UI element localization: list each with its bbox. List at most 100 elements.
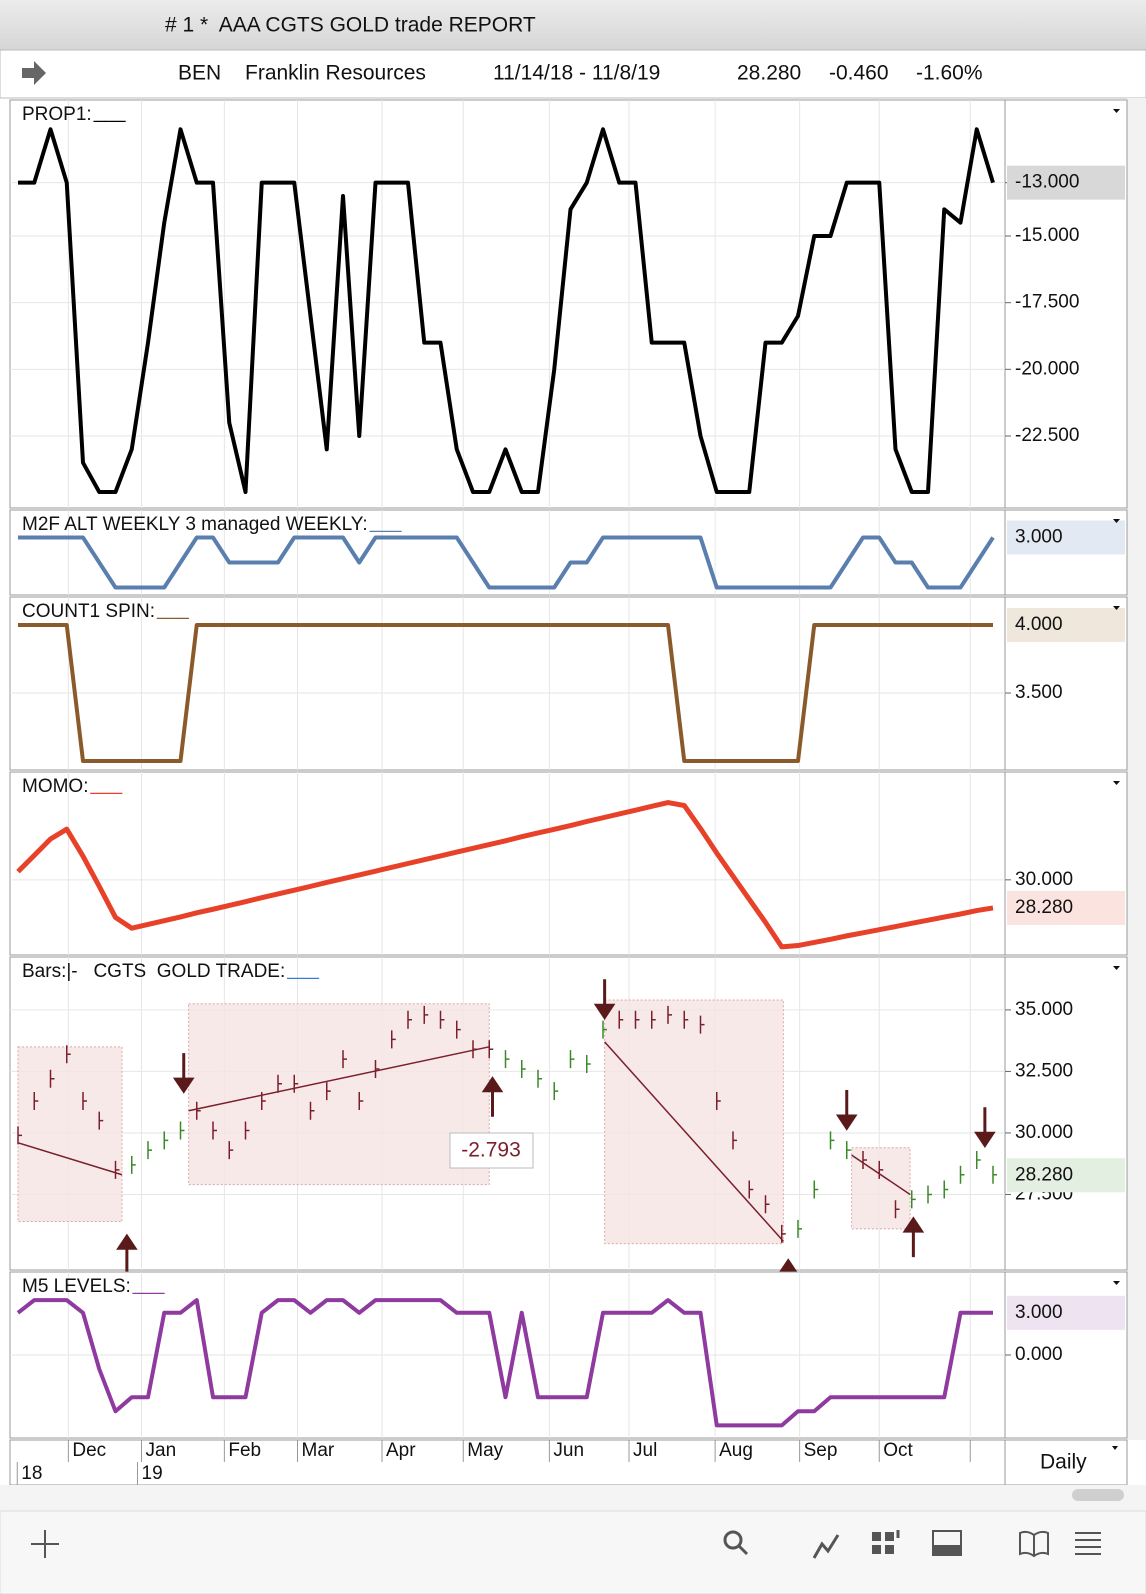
price-bar [667,1005,672,1024]
price-bar [748,1180,754,1199]
price-bar [634,1010,640,1029]
price-bar [569,1050,575,1069]
price-bar [114,1160,120,1179]
percent-change: -1.60% [916,62,983,85]
add-button[interactable] [31,1530,59,1558]
x-tick-label: Jul [633,1440,657,1461]
x-tick-label: Apr [386,1440,416,1461]
x-tick-label: Dec [72,1440,106,1461]
period-menu[interactable] [1112,1446,1118,1450]
trend-line [188,1046,490,1112]
price-bar [309,1101,315,1120]
search-icon[interactable] [723,1530,743,1550]
panel-title: COUNT1 SPIN: [22,601,155,622]
y-tick-label: 3.500 [1015,682,1063,703]
price-bar [602,1020,607,1039]
price-bar [326,1082,331,1101]
current-value-label: 28.280 [1015,1164,1073,1185]
price-bar [374,1059,380,1078]
panel-title: PROP1: [22,104,92,125]
signal-arrow [481,1076,504,1117]
grid-icon-b[interactable] [885,1532,894,1541]
y-tick-label: -17.500 [1015,292,1079,313]
book-icon[interactable] [1019,1530,1049,1558]
signal-arrow [902,1216,925,1258]
price-bar [683,1010,689,1029]
grid-icon-a[interactable] [872,1532,881,1541]
chart-icon[interactable] [812,1534,840,1559]
x-axis [9,1439,1006,1486]
panel-menu [1113,966,1120,970]
list-icon[interactable] [1075,1532,1101,1555]
y-tick-label: 30.000 [1015,1122,1073,1143]
price-bar [911,1190,916,1209]
price-bar [586,1055,591,1074]
x-tick-label: Sep [804,1440,838,1461]
window-icon-fill[interactable] [933,1545,961,1555]
panel-input: ___ [90,774,123,795]
grid-icon-d[interactable] [885,1545,894,1554]
panel: 3.500 4.000 COUNT1 SPIN: ___ [9,596,1128,771]
panels: -13.000-15.000-17.500-20.000-22.500-13.0… [9,99,1128,1439]
period-box[interactable] [1004,1439,1128,1486]
search-handle[interactable] [737,1544,749,1556]
grid-icon-c[interactable] [872,1545,881,1554]
panel-input: ___ [286,959,319,980]
indicator-line [18,535,995,590]
price-bar [212,1121,217,1140]
panel-frame [9,956,1006,1271]
price-bar [391,1030,396,1049]
price-bar [163,1131,169,1150]
panel: 35.00032.50030.00027.500-2.79328.280Bars… [9,956,1128,1299]
panel-title: M2F ALT WEEKLY 3 managed WEEKLY: [22,514,368,535]
price-bar [651,1010,656,1029]
annotation: -2.793 [461,1139,521,1162]
period[interactable]: Daily [1040,1451,1087,1474]
x-tick-label: Jun [553,1440,584,1461]
price-bar [423,1005,429,1024]
axis-frame [1004,771,1128,956]
title-bar [0,0,1146,50]
price-change: -0.460 [829,62,889,85]
trend-line [604,1041,784,1242]
price-bar [17,1126,22,1145]
price-bar [813,1180,819,1199]
price-bar [358,1091,364,1110]
price-bar [846,1141,851,1160]
panel-input: ___ [132,1274,165,1295]
price-bar [472,1040,477,1059]
price-bar [488,1040,494,1059]
header-row [0,49,1146,99]
price-bar [764,1195,770,1214]
current-value-box [1007,890,1125,925]
price-bar [878,1160,884,1179]
price-bar [976,1151,981,1170]
price-bar [33,1091,39,1110]
indicator-line [18,127,995,494]
price-bar [894,1200,900,1219]
price-bar [82,1091,87,1110]
trade-box [17,1046,123,1223]
panel-input: ___ [156,599,189,620]
panel: 0.000 3.000 M5 LEVELS: ___ [9,1271,1128,1439]
price-bar [732,1131,737,1150]
nav-arrow[interactable] [22,61,46,85]
price-bar [927,1185,932,1204]
signal-arrow [835,1090,858,1131]
panel-menu [1113,1281,1120,1285]
current-value-box [1007,165,1125,200]
current-value-box [1007,1158,1125,1193]
price-bar [49,1069,55,1088]
current-value-box [1007,608,1125,643]
scrollbar-thumb[interactable] [1072,1489,1124,1501]
x-axis-labels: Dec Jan Feb Mar Apr May Jun Jul Aug Sep Oct 18 19 [16,1440,971,1485]
price-bar [537,1069,542,1088]
current-value-label: 28.280 [1015,897,1073,918]
price-bar [862,1151,867,1170]
panel-frame [9,99,1006,509]
price-bar [781,1224,786,1243]
price-bar [66,1045,71,1064]
year-label: 18 [21,1463,42,1484]
x-tick-label: Aug [719,1440,753,1461]
price-bar [504,1050,510,1069]
